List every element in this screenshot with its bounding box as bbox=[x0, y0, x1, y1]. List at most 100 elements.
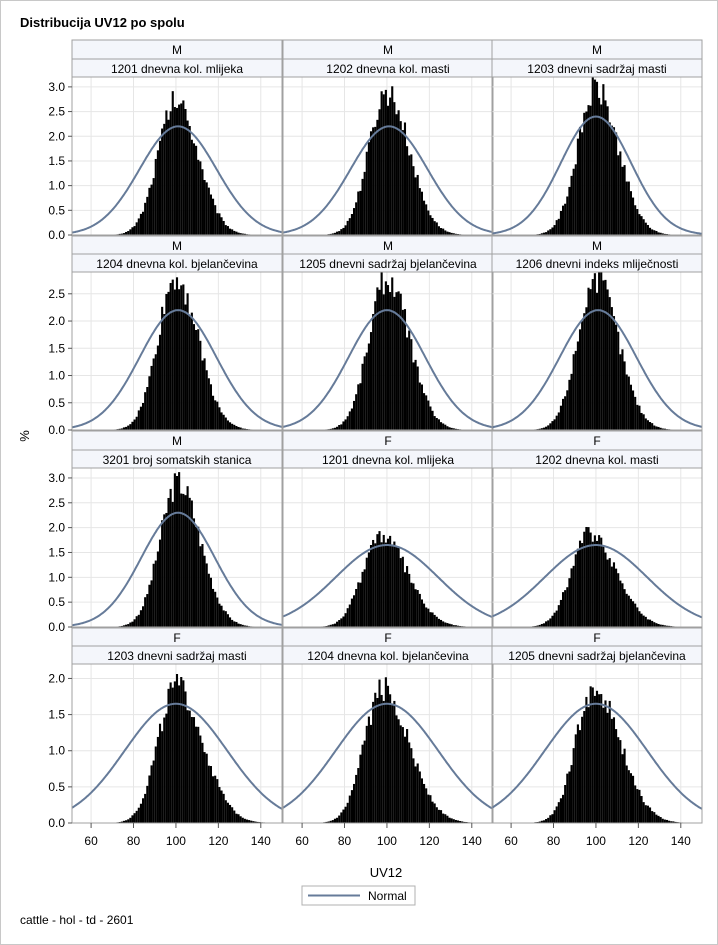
histogram-bar bbox=[144, 793, 147, 823]
histogram-bar bbox=[410, 582, 413, 627]
histogram-bar bbox=[423, 200, 426, 235]
panel-sex-label: F bbox=[593, 631, 600, 645]
x-tick-label: 80 bbox=[338, 834, 352, 848]
histogram-bar bbox=[171, 91, 174, 235]
histogram-bar bbox=[241, 817, 244, 823]
histogram-bar bbox=[444, 230, 447, 235]
histogram-bar bbox=[122, 427, 126, 430]
histogram-bar bbox=[188, 315, 191, 430]
histogram-bar bbox=[137, 807, 140, 823]
histogram-bar bbox=[557, 605, 560, 627]
histogram-bar bbox=[359, 582, 362, 627]
histogram-bar bbox=[243, 625, 246, 627]
histogram-bar bbox=[646, 619, 649, 627]
panel-trait-label: 1201 dnevna kol. mlijeka bbox=[322, 453, 454, 467]
histogram-bar bbox=[218, 787, 221, 823]
x-tick-label: 120 bbox=[628, 834, 648, 848]
histogram-bar bbox=[627, 595, 630, 627]
x-tick-label: 80 bbox=[127, 834, 141, 848]
histogram-bar bbox=[659, 427, 662, 430]
histogram-bar bbox=[182, 284, 185, 430]
histogram-bar bbox=[237, 426, 240, 430]
histogram-bar bbox=[125, 624, 128, 627]
panel-trait-label: 1203 dnevni sadržaj masti bbox=[527, 62, 666, 76]
histogram-bar bbox=[226, 420, 229, 430]
histogram-bar bbox=[369, 131, 373, 235]
histogram-bar bbox=[595, 292, 599, 430]
footnote: cattle - hol - td - 2601 bbox=[20, 913, 134, 927]
histogram-bar bbox=[632, 775, 635, 823]
x-axis-label: UV12 bbox=[370, 865, 403, 880]
histogram-bar bbox=[144, 392, 147, 430]
panel-trait-label: 1204 dnevna kol. bjelančevina bbox=[307, 649, 469, 663]
histogram-bar bbox=[581, 543, 584, 627]
histogram-bar bbox=[353, 783, 356, 823]
histogram-bar bbox=[562, 592, 565, 627]
histogram-bar bbox=[197, 159, 200, 235]
panel-sex-label: F bbox=[173, 631, 180, 645]
histogram-bar bbox=[399, 725, 402, 823]
histogram-bar bbox=[180, 285, 183, 430]
histogram-bar bbox=[448, 817, 451, 823]
histogram-bar bbox=[663, 233, 666, 235]
histogram-bar bbox=[350, 408, 353, 430]
histogram-bar bbox=[224, 225, 227, 235]
histogram-bar bbox=[384, 89, 387, 236]
histogram-bar bbox=[374, 692, 377, 823]
histogram-bar bbox=[651, 423, 654, 430]
histogram-bar bbox=[163, 514, 166, 627]
panel-frame bbox=[491, 76, 703, 236]
histogram-bar bbox=[574, 554, 577, 627]
histogram-bar bbox=[148, 584, 151, 627]
histogram-bar bbox=[340, 229, 343, 235]
histogram-bar bbox=[595, 540, 599, 627]
histogram-bar bbox=[342, 616, 345, 627]
histogram-bar bbox=[621, 166, 624, 235]
histogram-bar bbox=[180, 103, 183, 235]
histogram-bar bbox=[137, 218, 140, 235]
histogram-bar bbox=[435, 417, 438, 430]
histogram-bar bbox=[536, 625, 539, 627]
histogram-bar bbox=[578, 126, 582, 235]
histogram-bar bbox=[442, 813, 445, 823]
histogram-bar bbox=[610, 125, 613, 235]
histogram-bar bbox=[120, 428, 123, 430]
histogram-bar bbox=[146, 386, 149, 430]
histogram-bar bbox=[452, 428, 455, 430]
histogram-bar bbox=[553, 225, 556, 235]
histogram-bar bbox=[540, 233, 543, 235]
histogram-bar bbox=[414, 359, 417, 430]
histogram-bar bbox=[553, 612, 556, 627]
histogram-bar bbox=[435, 616, 438, 627]
histogram-bar bbox=[665, 819, 669, 823]
histogram-bar bbox=[446, 623, 449, 627]
histogram-bar bbox=[199, 546, 202, 627]
histogram-bar bbox=[156, 736, 159, 823]
histogram-bar bbox=[346, 416, 349, 430]
histogram-bar bbox=[644, 418, 647, 430]
histogram-bar bbox=[254, 821, 257, 823]
histogram-bar bbox=[350, 214, 353, 235]
histogram-bar bbox=[133, 419, 136, 430]
histogram-bar bbox=[450, 427, 453, 430]
histogram-bar bbox=[401, 309, 404, 430]
histogram-bar bbox=[549, 815, 552, 823]
histogram-bar bbox=[205, 182, 208, 235]
histogram-bar bbox=[118, 428, 121, 430]
histogram-bar bbox=[243, 818, 246, 823]
y-tick-label: 1.5 bbox=[48, 545, 65, 559]
histogram-bar bbox=[640, 412, 643, 430]
histogram-bar bbox=[158, 334, 162, 430]
histogram-bar bbox=[408, 330, 411, 430]
histogram-bar bbox=[161, 731, 164, 823]
histogram-bar bbox=[538, 428, 541, 430]
histogram-bar bbox=[416, 763, 419, 823]
normal-curve bbox=[282, 702, 494, 810]
histogram-bar bbox=[642, 802, 645, 823]
histogram-bar bbox=[395, 545, 398, 627]
histogram-bar bbox=[190, 139, 193, 235]
histogram-bar bbox=[184, 691, 187, 823]
normal-curve bbox=[491, 309, 703, 429]
histogram-bar bbox=[412, 362, 415, 430]
x-tick-label: 60 bbox=[504, 834, 518, 848]
